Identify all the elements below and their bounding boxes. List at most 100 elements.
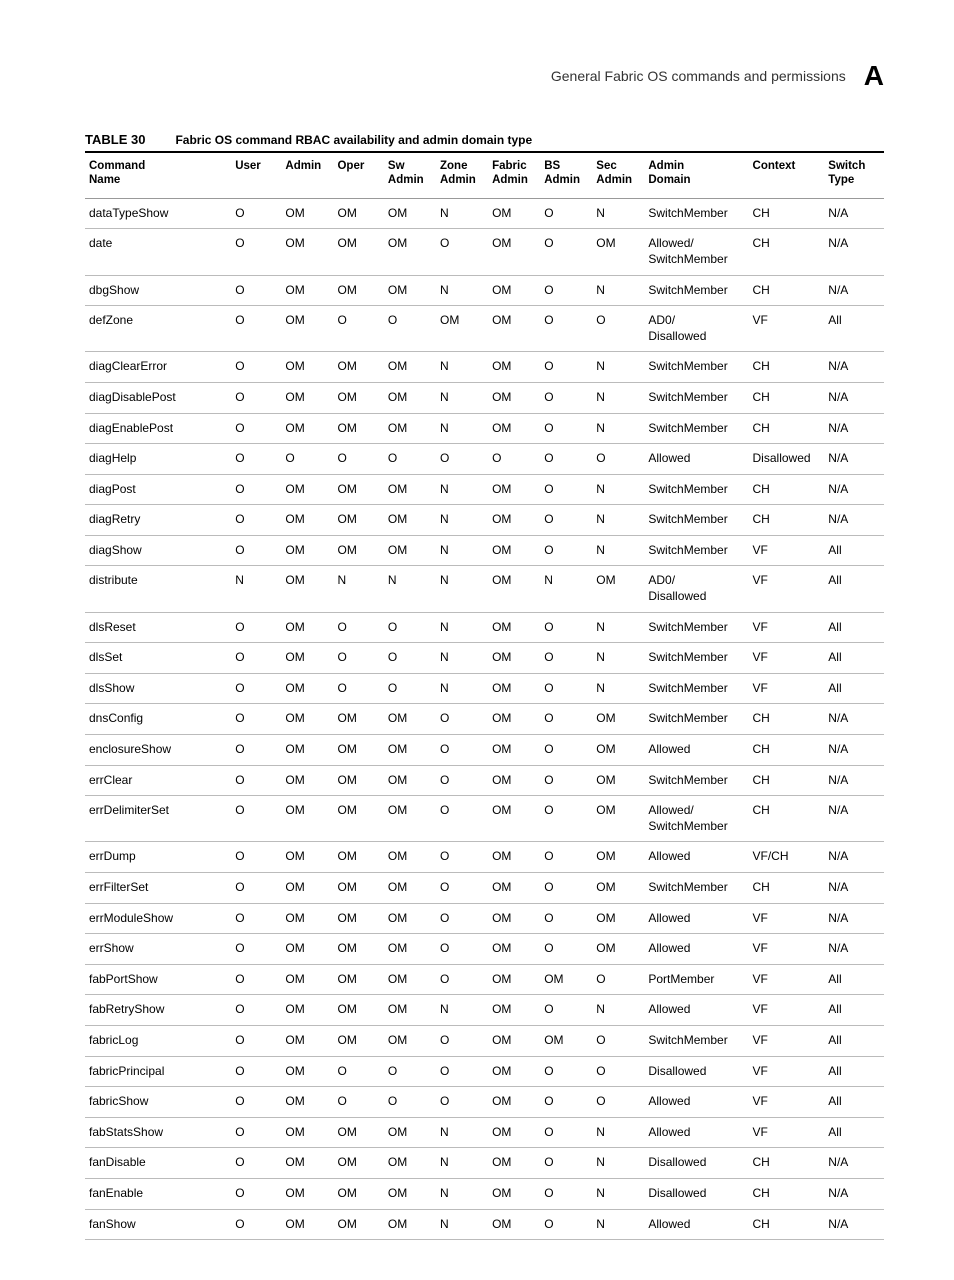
data-cell: OM — [488, 842, 540, 873]
data-cell: OM — [488, 306, 540, 352]
data-cell: CH — [749, 352, 825, 383]
data-cell: SwitchMember — [644, 382, 748, 413]
data-cell: VF — [749, 643, 825, 674]
data-cell: OM — [488, 566, 540, 612]
data-cell: All — [824, 566, 884, 612]
data-cell: OM — [281, 1178, 333, 1209]
data-cell: OM — [488, 1087, 540, 1118]
data-cell: O — [540, 842, 592, 873]
data-cell: O — [436, 735, 488, 766]
cmd-name-cell: dnsConfig — [85, 704, 231, 735]
data-cell: N/A — [824, 474, 884, 505]
data-cell: OM — [488, 903, 540, 934]
data-cell: OM — [333, 505, 383, 536]
data-cell: N — [592, 474, 644, 505]
data-cell: OM — [333, 1025, 383, 1056]
data-cell: OM — [333, 964, 383, 995]
data-cell: O — [231, 306, 281, 352]
data-cell: O — [231, 1025, 281, 1056]
data-cell: O — [436, 934, 488, 965]
data-cell: OM — [333, 198, 383, 229]
data-cell: O — [540, 995, 592, 1026]
data-cell: OM — [281, 735, 333, 766]
data-cell: O — [231, 903, 281, 934]
data-cell: O — [333, 1087, 383, 1118]
data-cell: O — [540, 382, 592, 413]
data-cell: N — [436, 1117, 488, 1148]
data-cell: OM — [281, 413, 333, 444]
data-cell: OM — [384, 275, 436, 306]
data-cell: OM — [540, 1025, 592, 1056]
data-cell: OM — [281, 934, 333, 965]
data-cell: OM — [488, 382, 540, 413]
data-cell: N/A — [824, 873, 884, 904]
data-cell: VF/CH — [749, 842, 825, 873]
data-cell: O — [231, 444, 281, 475]
data-cell: N — [592, 352, 644, 383]
table-row: errDelimiterSetOOMOMOMOOMOOMAllowed/Swit… — [85, 796, 884, 842]
data-cell: OM — [281, 704, 333, 735]
data-cell: All — [824, 995, 884, 1026]
data-cell: OM — [488, 765, 540, 796]
data-cell: O — [540, 765, 592, 796]
table-row: errDumpOOMOMOMOOMOOMAllowedVF/CHN/A — [85, 842, 884, 873]
data-cell: CH — [749, 1209, 825, 1240]
table-label: TABLE 30 — [85, 132, 145, 147]
data-cell: OM — [384, 995, 436, 1026]
data-cell: OM — [488, 198, 540, 229]
data-cell: VF — [749, 306, 825, 352]
data-cell: OM — [333, 1148, 383, 1179]
cmd-name-cell: errFilterSet — [85, 873, 231, 904]
data-cell: OM — [592, 765, 644, 796]
data-cell: OM — [281, 1087, 333, 1118]
data-cell: OM — [384, 765, 436, 796]
data-cell: OM — [281, 352, 333, 383]
data-cell: O — [384, 643, 436, 674]
data-cell: All — [824, 306, 884, 352]
cmd-name-cell: fabPortShow — [85, 964, 231, 995]
data-cell: O — [231, 673, 281, 704]
data-cell: O — [281, 444, 333, 475]
data-cell: N/A — [824, 198, 884, 229]
data-cell: N — [592, 643, 644, 674]
data-cell: OM — [592, 934, 644, 965]
data-cell: O — [231, 1056, 281, 1087]
data-cell: VF — [749, 934, 825, 965]
data-cell: O — [540, 1178, 592, 1209]
data-cell: All — [824, 643, 884, 674]
data-cell: N — [592, 995, 644, 1026]
data-cell: O — [540, 673, 592, 704]
cmd-name-cell: errModuleShow — [85, 903, 231, 934]
data-cell: N — [436, 643, 488, 674]
data-cell: CH — [749, 1148, 825, 1179]
data-cell: Allowed — [644, 444, 748, 475]
cmd-name-cell: fanShow — [85, 1209, 231, 1240]
data-cell: N — [592, 535, 644, 566]
data-cell: N — [592, 673, 644, 704]
data-cell: OM — [333, 765, 383, 796]
data-cell: OM — [281, 1025, 333, 1056]
data-cell: O — [592, 1025, 644, 1056]
data-cell: O — [333, 673, 383, 704]
table-row: fabricLogOOMOMOMOOMOMOSwitchMemberVFAll — [85, 1025, 884, 1056]
data-cell: O — [540, 229, 592, 275]
data-cell: O — [333, 1056, 383, 1087]
data-cell: OM — [384, 1209, 436, 1240]
data-cell: N — [436, 413, 488, 444]
data-cell: OM — [281, 903, 333, 934]
data-cell: OM — [384, 796, 436, 842]
data-cell: SwitchMember — [644, 612, 748, 643]
data-cell: N/A — [824, 505, 884, 536]
data-cell: SwitchMember — [644, 198, 748, 229]
data-cell: OM — [333, 1209, 383, 1240]
data-cell: CH — [749, 873, 825, 904]
data-cell: OM — [281, 765, 333, 796]
data-cell: All — [824, 1087, 884, 1118]
cmd-name-cell: dlsReset — [85, 612, 231, 643]
data-cell: OM — [436, 306, 488, 352]
data-cell: N — [436, 673, 488, 704]
data-cell: OM — [592, 873, 644, 904]
data-cell: OM — [333, 413, 383, 444]
data-cell: Disallowed — [644, 1148, 748, 1179]
data-cell: OM — [281, 229, 333, 275]
